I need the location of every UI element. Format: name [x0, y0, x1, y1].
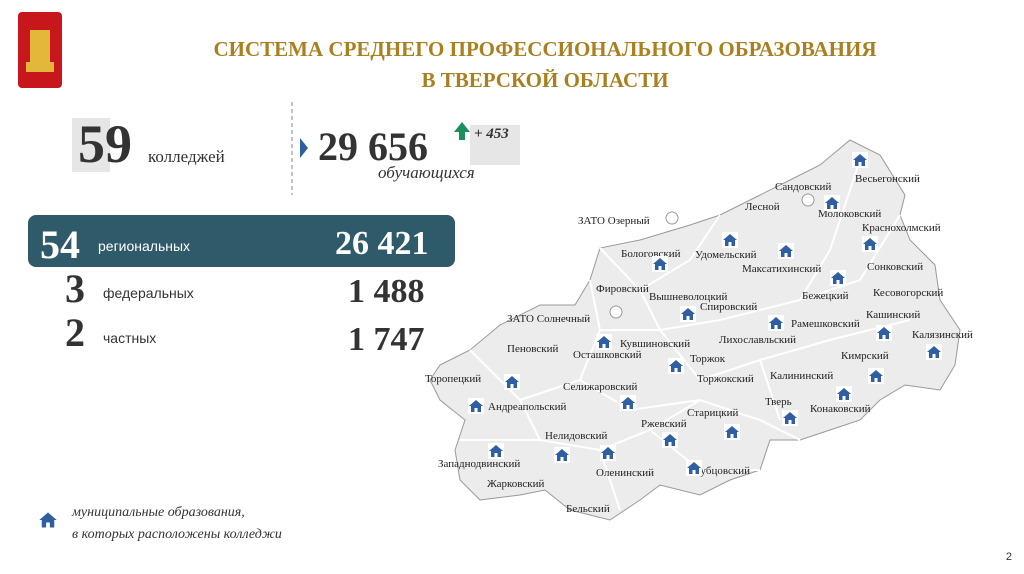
legend-text: муниципальные образования,: [71, 505, 245, 520]
region-label: Весьегонский: [855, 173, 920, 185]
region-label: Сонковский: [867, 261, 923, 273]
house-icon: [782, 410, 798, 426]
region-label: Калининский: [770, 370, 833, 382]
house-icon: [862, 236, 878, 252]
region-label: Конаковский: [810, 403, 871, 415]
region-label: Калязинский: [912, 329, 973, 341]
region-label: Осташковский: [573, 349, 642, 361]
students-change: + 453: [474, 126, 509, 142]
chevron: [300, 138, 308, 158]
legend-icon: [38, 510, 58, 530]
colleges-count: 59: [78, 114, 132, 174]
region-label: Западнодвинский: [438, 458, 520, 470]
house-icon: [488, 443, 504, 459]
city-marker: [609, 305, 623, 319]
page-number: 2: [1006, 551, 1012, 563]
region-label: Зубцовский: [695, 465, 750, 477]
coat-of-arms: [18, 12, 62, 88]
breakdown-count: 54: [40, 222, 80, 267]
region-label: Спировский: [700, 301, 757, 313]
breakdown-label: частных: [103, 330, 156, 346]
house-icon: [868, 368, 884, 384]
house-icon: [554, 447, 570, 463]
breakdown-label: региональных: [98, 238, 190, 254]
highlight-row: [28, 215, 455, 267]
region-label: Бологовский: [621, 248, 681, 260]
region-label: Старицкий: [687, 407, 739, 419]
house-icon: [852, 152, 868, 168]
region-label: Тверь: [765, 396, 792, 408]
region-label: Бельский: [566, 503, 610, 515]
region-label: Сандовский: [775, 181, 831, 193]
up-arrow: [454, 122, 470, 140]
legend-text: в которых расположены колледжи: [72, 527, 282, 542]
house-icon: [824, 195, 840, 211]
house-icon: [778, 243, 794, 259]
house-icon: [620, 395, 636, 411]
house-icon: [686, 460, 702, 476]
colleges-label: колледжей: [148, 147, 225, 166]
region-borders: [460, 159, 911, 511]
house-icon: [836, 386, 852, 402]
region-label: Вышневолоцкий: [649, 291, 728, 303]
house-icon: [504, 374, 520, 390]
breakdown-students: 1 747: [348, 321, 425, 358]
house-icon: [596, 334, 612, 350]
house-icon: [724, 424, 740, 440]
region-label: Торжок: [690, 353, 726, 365]
region-label: Лихославльский: [719, 334, 796, 346]
region-label: Максатихинский: [742, 263, 821, 275]
region-label: Молоковский: [818, 208, 881, 220]
house-icon: [662, 432, 678, 448]
region-label: Кашинский: [866, 309, 920, 321]
region-label: Ржевский: [641, 418, 687, 430]
region-label: ЗАТО Солнечный: [507, 313, 590, 325]
region-label: Кувшиновский: [620, 338, 690, 350]
region-label: Удомельский: [695, 249, 757, 261]
region-label: Оленинский: [596, 467, 654, 479]
house-icon: [468, 398, 484, 414]
house-icon: [876, 325, 892, 341]
region-label: Рамешковский: [791, 318, 860, 330]
region-label: Краснохолмский: [862, 222, 941, 234]
house-icon: [668, 358, 684, 374]
title: В ТВЕРСКОЙ ОБЛАСТИ: [421, 68, 668, 92]
breakdown-students: 26 421: [335, 225, 429, 262]
region-label: Кимрский: [841, 350, 889, 362]
breakdown-count: 3: [65, 266, 85, 311]
house-icon: [722, 232, 738, 248]
map: [429, 139, 961, 521]
house-icon: [926, 344, 942, 360]
city-marker: [801, 193, 815, 207]
breakdown-count: 2: [65, 310, 85, 355]
region-label: Нелидовский: [545, 430, 608, 442]
region-label: Пеновский: [507, 343, 558, 355]
region-label: Фировский: [596, 283, 649, 295]
number-bg: [470, 125, 520, 165]
region-label: Бежецкий: [802, 290, 849, 302]
number-bg: [72, 118, 110, 172]
students-count: 29 656: [318, 124, 428, 169]
region-label: Жарковский: [487, 478, 544, 490]
region-label: Андреапольский: [488, 401, 567, 413]
house-icon: [768, 315, 784, 331]
house-icon: [830, 270, 846, 286]
region-label: Торопецкий: [425, 373, 481, 385]
city-marker: [665, 211, 679, 225]
house-icon: [680, 306, 696, 322]
title: СИСТЕМА СРЕДНЕГО ПРОФЕССИОНАЛЬНОГО ОБРАЗ…: [213, 37, 876, 61]
region-label: Кесовогорский: [873, 287, 943, 299]
breakdown-label: федеральных: [103, 285, 194, 301]
region-label: ЗАТО Озерный: [578, 215, 650, 227]
region-label: Селижаровский: [563, 381, 637, 393]
breakdown-students: 1 488: [348, 273, 425, 310]
house-icon: [652, 256, 668, 272]
region-label: Лесной: [745, 201, 780, 213]
region-label: Торжокский: [697, 373, 754, 385]
students-label: обучающихся: [378, 163, 475, 182]
house-icon: [600, 445, 616, 461]
